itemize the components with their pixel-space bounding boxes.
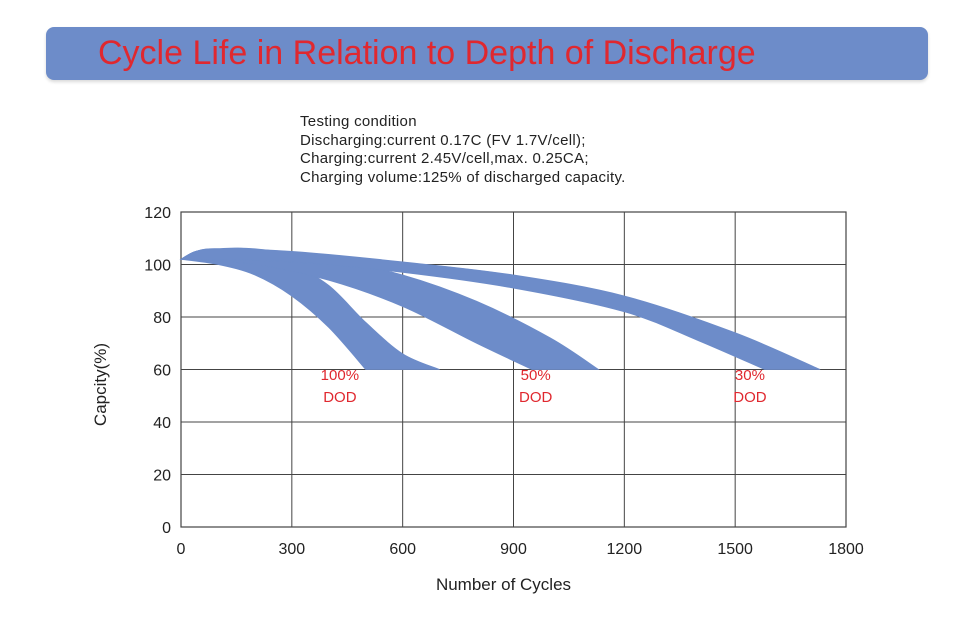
chart-title: Cycle Life in Relation to Depth of Disch… [98,34,756,72]
testing-condition-charging: Charging:current 2.45V/cell,max. 0.25CA; [300,150,589,167]
x-tick-label-1500: 1500 [717,541,753,558]
x-tick-label-1200: 1200 [607,541,643,558]
y-axis-title: Capcity(%) [91,343,110,426]
band-label-0-1: DOD [323,389,357,406]
testing-condition-discharging: Discharging:current 0.17C (FV 1.7V/cell)… [300,131,586,149]
y-tick-label-60: 60 [153,363,171,380]
testing-condition-heading: Testing condition [300,113,417,130]
y-tick-label-80: 80 [153,310,171,327]
y-tick-label-20: 20 [153,468,171,485]
band-label-2-1: DOD [733,389,767,406]
title-banner: Cycle Life in Relation to Depth of Disch… [46,27,928,80]
testing-condition-volume: Charging volume:125% of discharged capac… [300,168,626,186]
band-label-1-1: DOD [519,389,553,406]
y-tick-label-120: 120 [144,205,171,222]
x-tick-label-0: 0 [177,541,186,558]
y-tick-label-0: 0 [162,520,171,537]
x-tick-label-1800: 1800 [828,541,864,558]
band-label-0-0: 100% [321,367,359,384]
testing-condition-block: Testing condition Discharging:current 0.… [300,113,626,187]
band-label-1-0: 50% [521,367,551,384]
band-1 [179,247,600,370]
x-tick-label-900: 900 [500,541,527,558]
y-tick-label-40: 40 [153,415,171,432]
x-tick-label-600: 600 [389,541,416,558]
band-2 [179,248,821,370]
x-tick-label-300: 300 [278,541,305,558]
band-label-2-0: 30% [735,367,765,384]
y-tick-label-100: 100 [144,258,171,275]
x-axis-title: Number of Cycles [436,575,571,594]
